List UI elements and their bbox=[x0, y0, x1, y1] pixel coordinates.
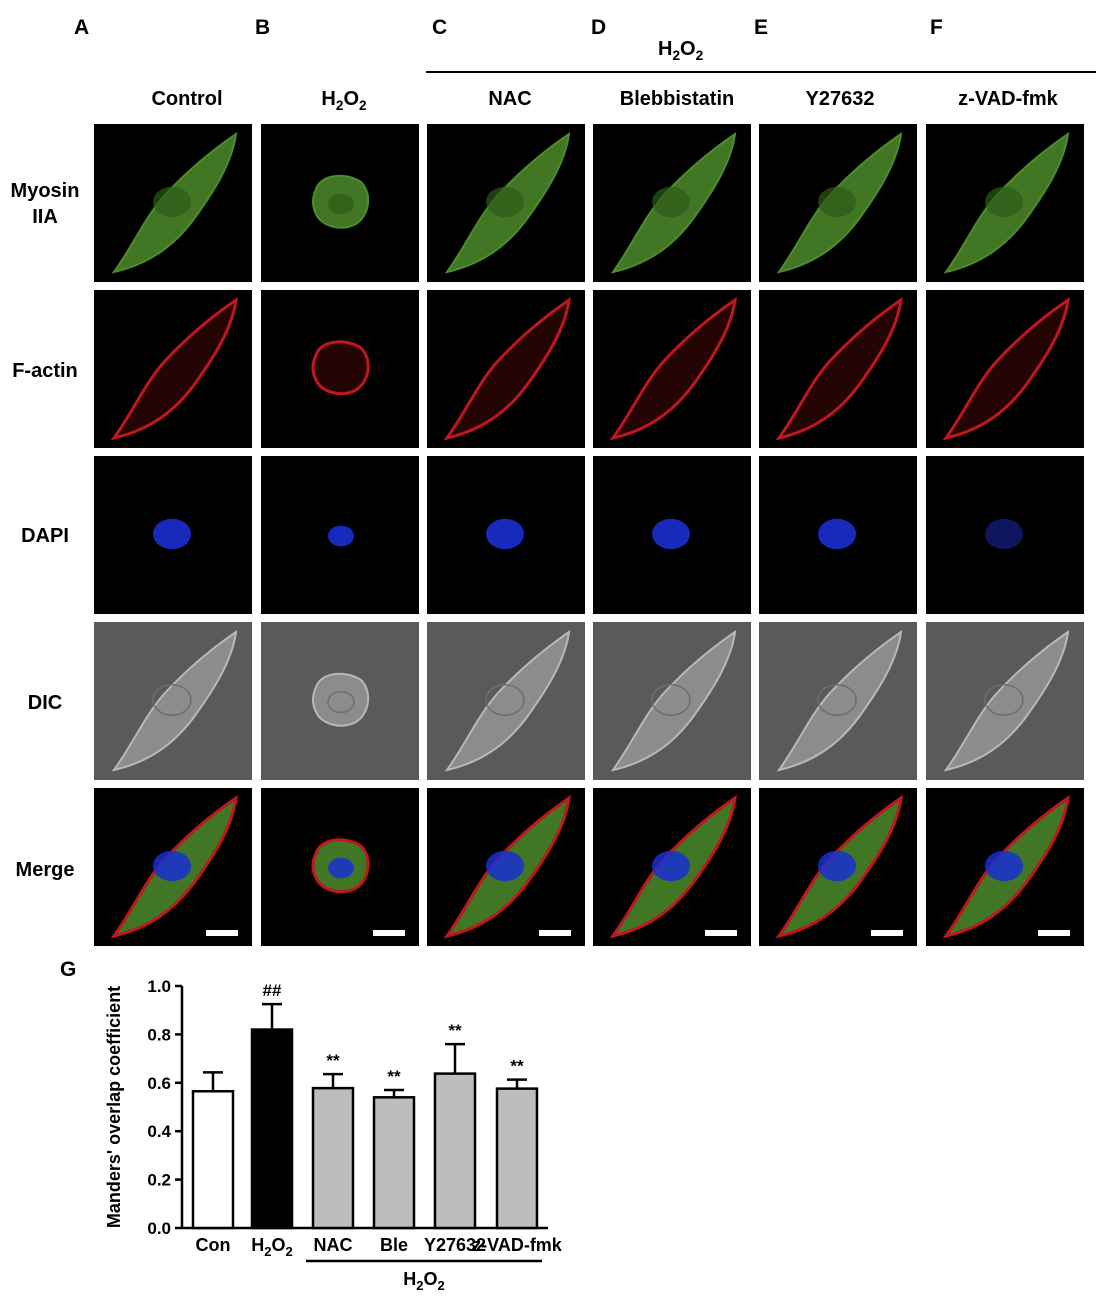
micrograph-dapi-6 bbox=[926, 456, 1084, 614]
panel-letter-a: A bbox=[74, 16, 90, 39]
panel-letter-g: G bbox=[60, 958, 77, 981]
category-label: Y27632 bbox=[424, 1235, 486, 1255]
micrograph-myosin-5 bbox=[759, 124, 917, 282]
scale-bar bbox=[206, 930, 238, 936]
y-tick-label: 0.8 bbox=[147, 1025, 171, 1044]
panel-letter-b: B bbox=[255, 16, 271, 39]
micrograph-myosin-3 bbox=[427, 124, 585, 282]
y-tick-label: 0.0 bbox=[147, 1219, 171, 1238]
micrograph-dapi-4 bbox=[593, 456, 751, 614]
panel-letter-f: F bbox=[930, 16, 943, 39]
micrograph-actin-1 bbox=[94, 290, 252, 448]
micrograph-merge-2 bbox=[261, 788, 419, 946]
y-tick-label: 1.0 bbox=[147, 977, 171, 996]
scale-bar bbox=[373, 930, 405, 936]
col-title-control: Control bbox=[151, 88, 223, 110]
micrograph-dic-6 bbox=[926, 622, 1084, 780]
micrograph-dapi-3 bbox=[427, 456, 585, 614]
category-label: H2O2 bbox=[251, 1235, 292, 1259]
col-title-blebbistatin: Blebbistatin bbox=[619, 88, 735, 110]
row-title-dapi: DAPI bbox=[21, 525, 69, 547]
micrograph-myosin-4 bbox=[593, 124, 751, 282]
significance-mark: ** bbox=[326, 1051, 340, 1070]
bar-2 bbox=[250, 1028, 294, 1230]
row-title-f-actin: F-actin bbox=[12, 360, 78, 382]
bar-1 bbox=[191, 1090, 235, 1230]
micrograph-actin-4 bbox=[593, 290, 751, 448]
micrograph-dic-2 bbox=[261, 622, 419, 780]
panel-letter-c: C bbox=[432, 16, 448, 39]
col-title-h2o2: H2O2 bbox=[321, 88, 367, 113]
micrograph-merge-1 bbox=[94, 788, 252, 946]
micrograph-dic-5 bbox=[759, 622, 917, 780]
col-title-zvad-fmk: z-VAD-fmk bbox=[958, 88, 1058, 110]
row-title-merge: Merge bbox=[15, 859, 75, 881]
category-label: NAC bbox=[314, 1235, 353, 1255]
panel-letter-e: E bbox=[754, 16, 769, 39]
micrograph-actin-2 bbox=[261, 290, 419, 448]
panel-letter-d: D bbox=[591, 16, 607, 39]
treatment-group-label: H2O2 bbox=[658, 38, 704, 63]
y-tick-label: 0.6 bbox=[147, 1074, 171, 1093]
micrograph-dapi-1 bbox=[94, 456, 252, 614]
scale-bar bbox=[1038, 930, 1070, 936]
bar-6 bbox=[495, 1087, 539, 1230]
category-label: z-VAD-fmk bbox=[472, 1235, 563, 1255]
significance-mark: ## bbox=[263, 981, 282, 1000]
bar-3 bbox=[311, 1086, 355, 1230]
micrograph-myosin-1 bbox=[94, 124, 252, 282]
scale-bar bbox=[539, 930, 571, 936]
significance-mark: ** bbox=[448, 1021, 462, 1040]
category-label: Con bbox=[196, 1235, 231, 1255]
overlap-coefficient-bar-chart: 0.0 0.2 0.4 0.6 0.8 1.0 Manders' overlap coeff… bbox=[104, 977, 563, 1293]
micrograph-dic-3 bbox=[427, 622, 585, 780]
y-tick-label: 0.4 bbox=[147, 1122, 171, 1141]
micrograph-merge-4 bbox=[593, 788, 751, 946]
group-label: H2O2 bbox=[403, 1269, 444, 1293]
row-title-myosin-iia: Myosin IIA bbox=[10, 180, 80, 228]
micrograph-myosin-6 bbox=[926, 124, 1084, 282]
micrograph-dic-1 bbox=[94, 622, 252, 780]
micrograph-merge-6 bbox=[926, 788, 1084, 946]
scale-bar bbox=[871, 930, 903, 936]
micrograph-actin-5 bbox=[759, 290, 917, 448]
scale-bar bbox=[705, 930, 737, 936]
micrograph-actin-6 bbox=[926, 290, 1084, 448]
micrograph-dapi-5 bbox=[759, 456, 917, 614]
bar-5 bbox=[433, 1072, 477, 1230]
micrograph-dapi-2 bbox=[261, 456, 419, 614]
significance-mark: ** bbox=[510, 1057, 524, 1076]
treatment-group-line bbox=[426, 71, 1096, 73]
row-title-dic: DIC bbox=[27, 692, 63, 714]
micrograph-actin-3 bbox=[427, 290, 585, 448]
y-tick-label: 0.2 bbox=[147, 1171, 171, 1190]
significance-mark: ** bbox=[387, 1067, 401, 1086]
category-label: Ble bbox=[380, 1235, 408, 1255]
y-axis-label: Manders' overlap coefficient bbox=[104, 986, 124, 1228]
col-title-nac: NAC bbox=[488, 88, 532, 110]
col-title-y27632: Y27632 bbox=[805, 88, 875, 110]
bar-4 bbox=[372, 1096, 416, 1230]
micrograph-merge-5 bbox=[759, 788, 917, 946]
micrograph-merge-3 bbox=[427, 788, 585, 946]
micrograph-dic-4 bbox=[593, 622, 751, 780]
micrograph-myosin-2 bbox=[261, 124, 419, 282]
